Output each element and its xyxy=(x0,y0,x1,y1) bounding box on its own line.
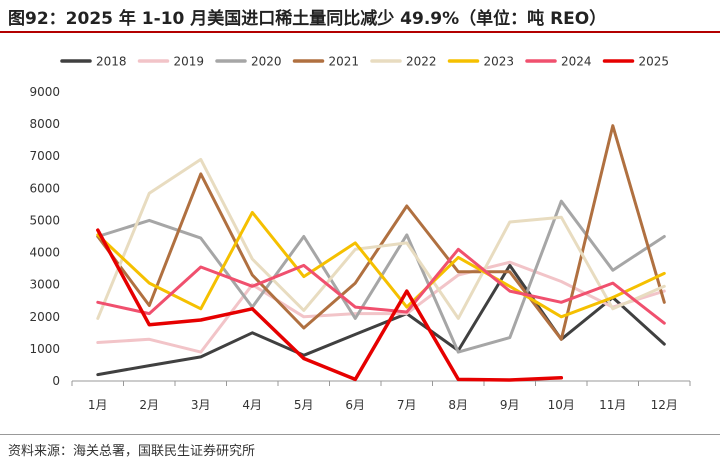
y-tick-label: 5000 xyxy=(29,213,60,227)
legend-label-2021: 2021 xyxy=(329,55,360,69)
x-tick-label: 1月 xyxy=(88,398,108,412)
legend-label-2018: 2018 xyxy=(96,55,127,69)
x-tick-label: 12月 xyxy=(651,398,678,412)
y-tick-label: 3000 xyxy=(29,278,60,292)
series-line-2018 xyxy=(96,263,666,377)
x-tick-label: 11月 xyxy=(599,398,626,412)
series-group xyxy=(96,124,666,382)
y-tick-label: 8000 xyxy=(29,117,60,131)
x-axis: 1月 2月 3月 4月 5月 6月 7月 8月 9月 10月 11月 12月 xyxy=(71,380,691,412)
y-tick-label: 7000 xyxy=(29,149,60,163)
source-divider xyxy=(0,434,720,435)
legend-label-2024: 2024 xyxy=(561,55,592,69)
y-tick-label: 0 xyxy=(52,374,60,388)
y-tick-label: 6000 xyxy=(29,181,60,195)
x-tick-label: 7月 xyxy=(397,398,417,412)
legend-label-2022: 2022 xyxy=(406,55,437,69)
x-tick-label: 2月 xyxy=(139,398,159,412)
x-tick-label: 8月 xyxy=(448,398,468,412)
x-tick-label: 9月 xyxy=(500,398,520,412)
legend-label-2019: 2019 xyxy=(174,55,205,69)
y-tick-label: 2000 xyxy=(29,310,60,324)
y-axis: 0 1000 2000 3000 4000 5000 6000 7000 8000 9000 xyxy=(29,85,60,388)
series-line-2025 xyxy=(96,228,564,382)
x-tick-label: 5月 xyxy=(294,398,314,412)
y-tick-label: 4000 xyxy=(29,246,60,260)
series-line-2022 xyxy=(96,157,666,320)
x-tick-label: 3月 xyxy=(191,398,211,412)
y-tick-label: 9000 xyxy=(29,85,60,99)
x-tick-label: 6月 xyxy=(345,398,365,412)
legend-label-2020: 2020 xyxy=(251,55,282,69)
series-line-2024 xyxy=(96,247,666,325)
series-line-2021 xyxy=(96,124,666,341)
y-tick-label: 1000 xyxy=(29,342,60,356)
page-title: 图92：2025 年 1-10 月美国进口稀土量同比减少 49.9%（单位：吨 … xyxy=(8,9,607,29)
source-note: 资料来源：海关总署，国联民生证券研究所 xyxy=(8,444,256,459)
x-tick-label: 4月 xyxy=(242,398,262,412)
x-tick-label: 10月 xyxy=(548,398,575,412)
series-line-2019 xyxy=(96,260,666,354)
series-line-2023 xyxy=(96,210,666,319)
legend-label-2025: 2025 xyxy=(639,55,670,69)
legend: 2018 2019 2020 2021 2022 2023 2024 2025 xyxy=(60,55,670,69)
title-divider xyxy=(0,31,720,33)
legend-label-2023: 2023 xyxy=(484,55,515,69)
